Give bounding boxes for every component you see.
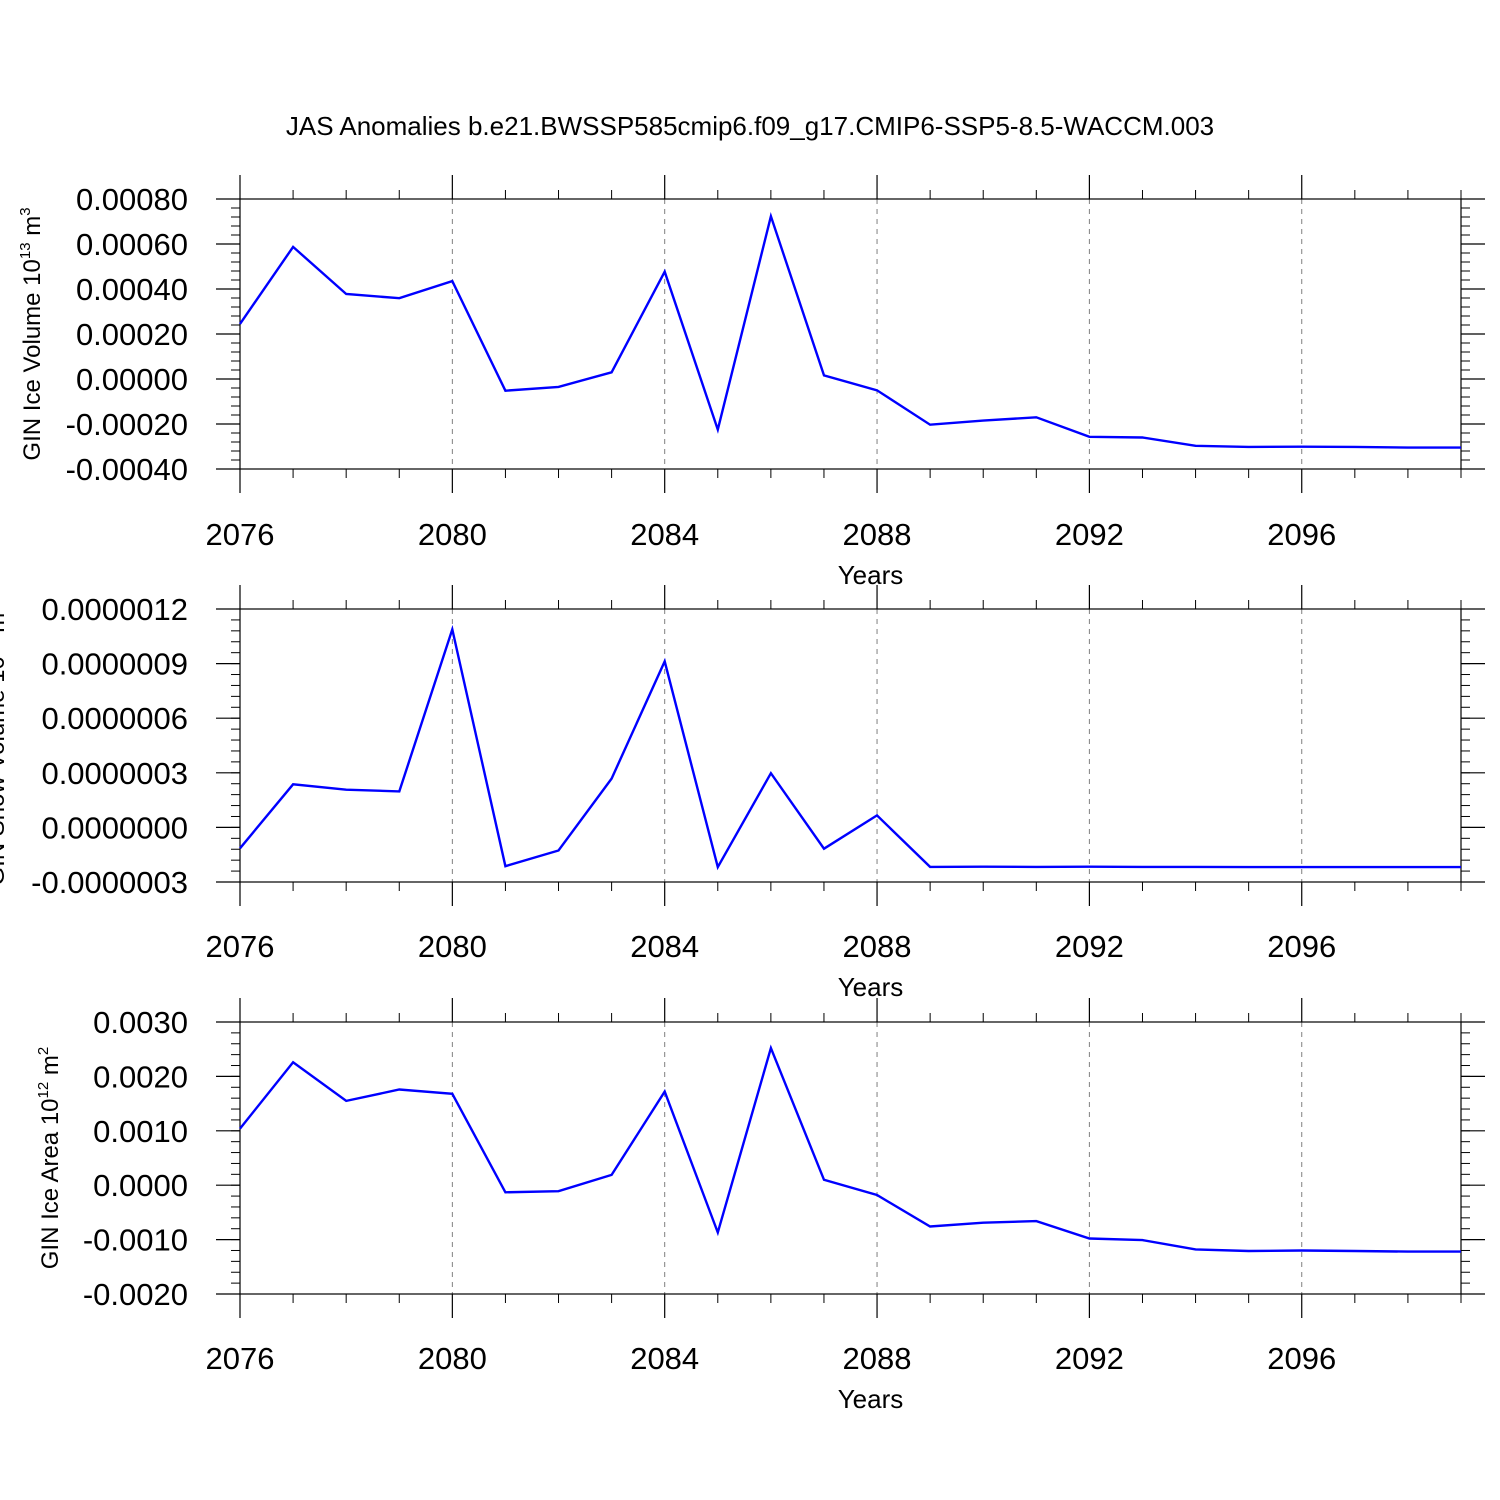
x-tick-label: 2088	[843, 929, 912, 964]
x-tick-label: 2076	[206, 929, 275, 964]
x-tick-label: 2076	[206, 517, 275, 552]
x-tick-label: 2084	[630, 1341, 699, 1376]
y-tick-label: -0.00020	[66, 407, 188, 442]
y-tick-label: -0.0000003	[31, 865, 188, 900]
y-axis-label: GIN Ice Volume 1013 m3	[17, 207, 46, 460]
x-tick-label: 2080	[418, 1341, 487, 1376]
y-tick-label: 0.0010	[93, 1114, 188, 1149]
chart-panel-3: 2076 2080 2084 2088 2092 2096 0.0030 0.0020 0.00…	[35, 998, 1485, 1414]
y-axis-label: GIN Snow Volume 1013 m3	[0, 604, 10, 885]
x-tick-label: 2092	[1055, 929, 1124, 964]
x-tick-label: 2076	[206, 1341, 275, 1376]
x-tick-label: 2080	[418, 929, 487, 964]
y-tick-label: 0.0000012	[41, 592, 188, 627]
y-tick-label: 0.00060	[76, 227, 188, 262]
figure-title: JAS Anomalies b.e21.BWSSP585cmip6.f09_g1…	[286, 111, 1214, 141]
y-tick-label: 0.0000000	[41, 810, 188, 845]
plot-frame	[239, 608, 1462, 883]
x-axis-label: Years	[838, 560, 904, 590]
x-tick-label: 2096	[1267, 1341, 1336, 1376]
plot-frame	[239, 1021, 1462, 1295]
y-tick-label: -0.00040	[66, 452, 188, 487]
x-tick-label: 2088	[843, 517, 912, 552]
x-axis-label: Years	[838, 1384, 904, 1414]
y-tick-label: 0.0030	[93, 1005, 188, 1040]
y-tick-label: -0.0010	[83, 1223, 188, 1258]
x-tick-label: 2096	[1267, 929, 1336, 964]
y-tick-label: 0.0000006	[41, 701, 188, 736]
y-tick-label: 0.00080	[76, 182, 188, 217]
y-axis-label: GIN Ice Area 1012 m2	[35, 1047, 64, 1269]
plot-frame	[239, 198, 1462, 470]
y-tick-label: 0.0000	[93, 1168, 188, 1203]
y-tick-label: 0.00040	[76, 272, 188, 307]
y-tick-label: 0.0020	[93, 1059, 188, 1094]
x-tick-label: 2080	[418, 517, 487, 552]
chart-panel-1: 2076 2080 2084 2088 2092 2096 0.00080 0.00060 0.…	[17, 175, 1485, 590]
series-line	[239, 624, 1461, 871]
x-tick-label: 2084	[630, 517, 699, 552]
y-tick-label: 0.00000	[76, 362, 188, 397]
series-line	[239, 1044, 1461, 1253]
y-tick-label: -0.0020	[83, 1277, 188, 1312]
x-axis-label: Years	[838, 972, 904, 1002]
y-tick-label: 0.0000009	[41, 647, 188, 682]
x-tick-label: 2088	[843, 1341, 912, 1376]
y-tick-label: 0.00020	[76, 317, 188, 352]
x-tick-label: 2096	[1267, 517, 1336, 552]
x-tick-label: 2092	[1055, 517, 1124, 552]
y-tick-label: 0.0000003	[41, 756, 188, 791]
x-tick-label: 2092	[1055, 1341, 1124, 1376]
x-tick-label: 2084	[630, 929, 699, 964]
series-line	[239, 212, 1461, 449]
chart-panel-2: 2076 2080 2084 2088 2092 2096 0.0000012 0.00000…	[0, 585, 1485, 1002]
